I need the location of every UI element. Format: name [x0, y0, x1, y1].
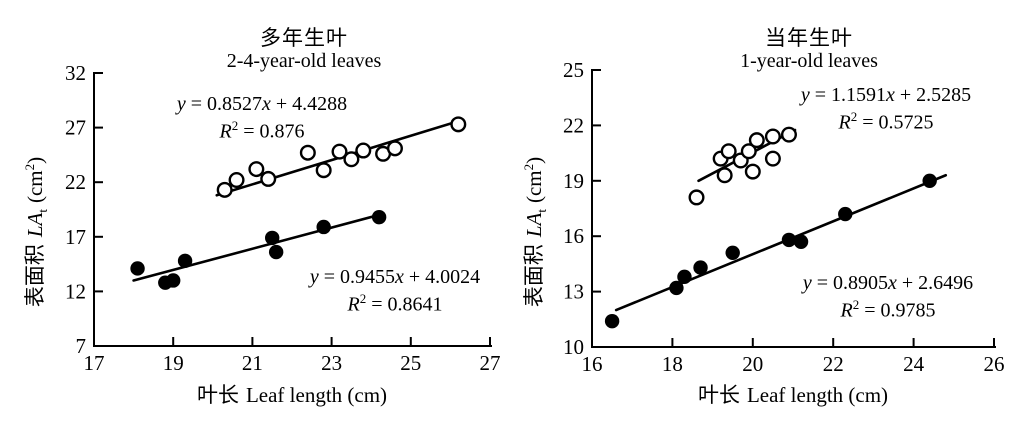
- right-panel-title-en: 1-year-old leaves: [740, 50, 878, 72]
- y-tick-label: 12: [65, 279, 86, 303]
- data-point-filled-circle: [669, 280, 684, 296]
- x-tick-label: 22: [823, 352, 844, 376]
- x-tick-label: 16: [582, 352, 603, 376]
- data-point-filled-circle: [130, 261, 145, 276]
- x-tick-label: 21: [242, 351, 263, 375]
- data-point-open-circle: [716, 167, 733, 184]
- r-squared-line: R2 = 0.9785: [840, 297, 936, 322]
- x-tick-label: 26: [984, 352, 1005, 376]
- data-point-filled-circle: [268, 244, 284, 260]
- left-panel-title: 多年生叶 2-4-year-old leaves: [154, 26, 454, 73]
- r-squared-line: R2 = 0.876: [219, 118, 305, 143]
- right-panel-title-cn: 当年生叶: [765, 26, 853, 50]
- y-tick-label: 22: [563, 113, 584, 137]
- data-point-open-circle: [228, 172, 245, 189]
- x-tick-label: 18: [662, 352, 683, 376]
- data-point-open-circle: [720, 143, 737, 160]
- x-tick-label: 25: [400, 351, 421, 375]
- y-tick-label: 32: [65, 61, 86, 85]
- data-point-open-circle: [331, 143, 348, 160]
- data-point-open-circle: [343, 151, 360, 168]
- r-squared-line: R2 = 0.8641: [347, 291, 443, 316]
- data-point-open-circle: [216, 181, 233, 198]
- data-point-filled-circle: [781, 232, 797, 248]
- left-panel-title-cn: 多年生叶: [260, 26, 348, 50]
- x-tick-label: 27: [480, 351, 501, 375]
- y-tick-label: 19: [563, 169, 584, 193]
- data-point-open-circle: [748, 132, 765, 149]
- r-squared-line: R2 = 0.5725: [838, 109, 934, 134]
- data-point-open-circle: [299, 144, 316, 161]
- data-point-filled-circle: [371, 209, 387, 225]
- equation-line: y = 0.8527x + 4.4288: [176, 93, 348, 115]
- data-point-filled-circle: [316, 219, 331, 235]
- y-tick-label: 16: [563, 224, 584, 248]
- data-point-open-circle: [315, 162, 332, 179]
- data-point-open-circle: [386, 140, 403, 157]
- data-point-open-circle: [248, 161, 265, 178]
- x-tick-label: 20: [742, 352, 763, 376]
- data-point-filled-circle: [265, 230, 280, 246]
- y-tick-label: 27: [65, 116, 86, 140]
- data-point-filled-circle: [838, 206, 853, 222]
- left-y-axis-label: 表面积LAt(cm2): [21, 156, 51, 308]
- left-panel-title-en: 2-4-year-old leaves: [226, 50, 382, 72]
- data-point-filled-circle: [793, 234, 809, 249]
- y-tick-label: 7: [76, 334, 87, 358]
- y-tick-label: 13: [563, 280, 584, 304]
- data-point-open-circle: [780, 126, 797, 143]
- y-tick-label: 25: [563, 58, 584, 82]
- data-point-open-circle: [764, 128, 781, 145]
- left-x-axis-label: 叶长 Leaf length (cm): [196, 383, 388, 407]
- equation-line: y = 0.9455x + 4.0024: [309, 266, 481, 288]
- x-tick-label: 24: [903, 352, 925, 376]
- data-point-filled-circle: [693, 260, 708, 275]
- y-tick-label: 17: [65, 225, 86, 249]
- data-point-filled-circle: [177, 253, 193, 269]
- x-tick-label: 19: [163, 351, 184, 375]
- data-point-open-circle: [744, 163, 761, 180]
- data-point-open-circle: [740, 143, 757, 160]
- data-point-filled-circle: [166, 273, 181, 288]
- y-tick-label: 10: [563, 335, 584, 359]
- data-point-filled-circle: [677, 269, 692, 285]
- left-trendline-filled-series: [132, 212, 385, 282]
- data-point-filled-circle: [604, 313, 620, 329]
- equation-line: y = 1.1591x + 2.5285: [800, 84, 972, 106]
- data-point-open-circle: [260, 170, 277, 187]
- right-x-axis-label: 叶长 Leaf length (cm): [697, 383, 889, 407]
- x-tick-label: 23: [321, 351, 342, 375]
- right-y-axis-label: 表面积LAt(cm2): [520, 156, 550, 308]
- data-point-open-circle: [355, 142, 372, 159]
- right-filled-series-equation: y = 0.8905x + 2.6496 R2 = 0.9785: [728, 273, 1034, 322]
- y-tick-label: 22: [65, 170, 86, 194]
- data-point-open-circle: [764, 150, 781, 167]
- x-tick-label: 17: [84, 351, 105, 375]
- right-open-series-equation: y = 1.1591x + 2.5285 R2 = 0.5725: [726, 85, 1034, 134]
- equation-line: y = 0.8905x + 2.6496: [802, 272, 974, 294]
- data-point-open-circle: [688, 189, 705, 206]
- data-point-filled-circle: [922, 173, 937, 188]
- data-point-filled-circle: [725, 245, 740, 261]
- right-panel-title: 当年生叶 1-year-old leaves: [659, 26, 959, 73]
- left-open-series-equation: y = 0.8527x + 4.4288 R2 = 0.876: [102, 94, 422, 143]
- data-point-open-circle: [450, 116, 467, 133]
- left-filled-series-equation: y = 0.9455x + 4.0024 R2 = 0.8641: [235, 267, 555, 316]
